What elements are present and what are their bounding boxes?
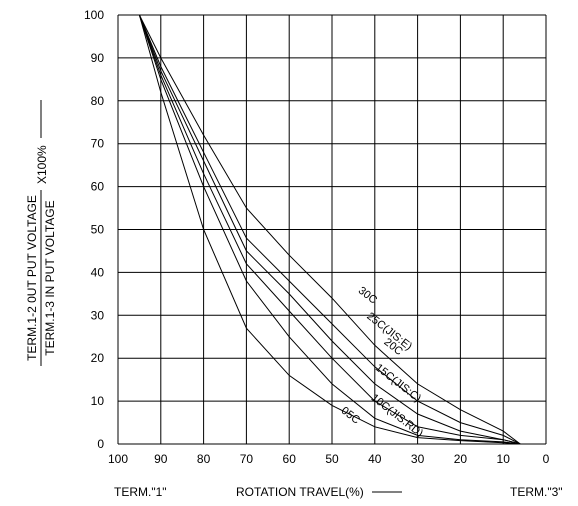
- y-tick-labels: 0 10 20 30 40 50 60 70 80 90 100: [84, 8, 104, 451]
- x-tick-label: 60: [283, 452, 297, 466]
- y-tick-label: 0: [97, 437, 104, 451]
- x-tick-label: 50: [325, 452, 339, 466]
- y-tick-label: 20: [91, 351, 105, 365]
- series-line-05c: [138, 14, 521, 445]
- series-line-25c-jis-e: [138, 14, 521, 445]
- grid: [117, 14, 547, 445]
- x-tick-label: 70: [240, 452, 254, 466]
- series-line-20c: [138, 14, 521, 445]
- y-tick-label: 10: [91, 394, 105, 408]
- x-tick-labels: 100 90 80 70 60 50 40 30 20 10 0: [108, 452, 550, 466]
- x-tick-label: 20: [454, 452, 468, 466]
- x-tick-label: 30: [411, 452, 425, 466]
- y-axis-label-group: TERM.1-2 0UT PUT VOLTAGE TERM.1-3 IN PUT…: [25, 100, 57, 366]
- x-tick-label: 80: [197, 452, 211, 466]
- x-tick-label: 100: [108, 452, 128, 466]
- y-tick-label: 70: [91, 137, 105, 151]
- y-axis-label-denominator: TERM.1-3 IN PUT VOLTAGE: [43, 200, 57, 355]
- y-axis-label-numerator: TERM.1-2 0UT PUT VOLTAGE: [25, 195, 39, 361]
- series-label: 30C: [356, 285, 379, 307]
- y-tick-label: 30: [91, 308, 105, 322]
- series-line-30c: [138, 14, 521, 445]
- x-tick-label: 10: [497, 452, 511, 466]
- x-tick-label: 0: [543, 452, 550, 466]
- y-tick-label: 50: [91, 223, 105, 237]
- series-label: 05C: [339, 405, 362, 427]
- series-line-15c-jis-c: [138, 14, 521, 445]
- y-tick-label: 60: [91, 180, 105, 194]
- y-tick-label: 40: [91, 265, 105, 279]
- x-left-end-label: TERM."1": [114, 485, 167, 499]
- x-tick-label: 90: [154, 452, 168, 466]
- x-axis-label: ROTATION TRAVEL(%): [236, 485, 364, 499]
- series-line-10c-jis-rd: [138, 14, 521, 445]
- y-axis-label-multiplier: X100%: [35, 145, 49, 184]
- y-tick-label: 100: [84, 8, 104, 22]
- y-tick-label: 80: [91, 94, 105, 108]
- curves: [138, 14, 521, 445]
- x-tick-label: 40: [368, 452, 382, 466]
- y-tick-label: 90: [91, 51, 105, 65]
- x-right-end-label: TERM."3": [510, 485, 563, 499]
